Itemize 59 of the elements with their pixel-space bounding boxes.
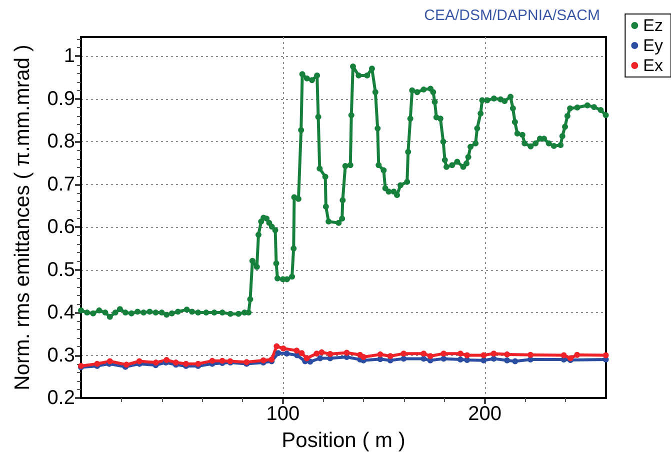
point	[490, 350, 497, 357]
point	[377, 351, 384, 358]
point	[457, 350, 464, 357]
y-tick-label: 1	[64, 45, 75, 68]
point	[280, 345, 286, 352]
point	[427, 353, 434, 360]
point	[314, 350, 320, 357]
point	[294, 348, 300, 354]
y-tick-label: 0.5	[47, 258, 75, 281]
point	[480, 357, 487, 364]
y-tick-label: 0.9	[47, 88, 75, 110]
y-tick-label: 0.4	[47, 302, 75, 324]
point	[560, 352, 567, 358]
y-tick-label: 0.7	[47, 173, 75, 196]
point	[360, 354, 366, 360]
legend-label: Ez	[643, 16, 664, 35]
point	[284, 350, 290, 357]
x-tick-label: 100	[266, 403, 300, 425]
point	[298, 350, 305, 356]
point	[260, 357, 266, 364]
point	[327, 351, 334, 357]
point	[504, 351, 510, 358]
point	[464, 352, 470, 358]
legend-label: Ex	[643, 56, 664, 75]
point	[304, 355, 310, 362]
legend-label: Ey	[643, 36, 664, 55]
point	[344, 350, 350, 356]
point	[274, 343, 280, 350]
y-tick-label: 0.3	[47, 344, 75, 366]
point	[490, 356, 497, 362]
point	[152, 360, 159, 366]
point	[400, 350, 407, 357]
point	[387, 353, 394, 360]
point	[318, 349, 325, 356]
point	[209, 358, 216, 364]
point	[457, 356, 464, 363]
y-tick-label: 0.8	[47, 130, 75, 153]
point	[527, 352, 534, 358]
x-tick-label: 200	[468, 403, 502, 425]
point	[480, 352, 487, 358]
point	[106, 358, 113, 364]
point	[440, 356, 447, 362]
point	[275, 350, 282, 356]
point	[420, 356, 427, 362]
point	[136, 358, 142, 364]
point	[574, 352, 580, 358]
y-tick-label: 0.6	[47, 216, 75, 238]
y-tick-label: 0.2	[47, 387, 75, 409]
point	[420, 350, 427, 357]
point	[440, 350, 447, 357]
point	[602, 352, 609, 358]
chart-title: CEA/DSM/DAPNIA/SACM	[424, 7, 600, 24]
x-axis-title: Position ( m )	[282, 429, 406, 452]
point	[400, 356, 407, 362]
point	[512, 358, 518, 364]
point	[164, 356, 170, 363]
y-axis-title: Norm. rms emittances ( π.mm.mrad )	[11, 44, 34, 390]
point	[504, 357, 510, 364]
point	[317, 355, 324, 362]
